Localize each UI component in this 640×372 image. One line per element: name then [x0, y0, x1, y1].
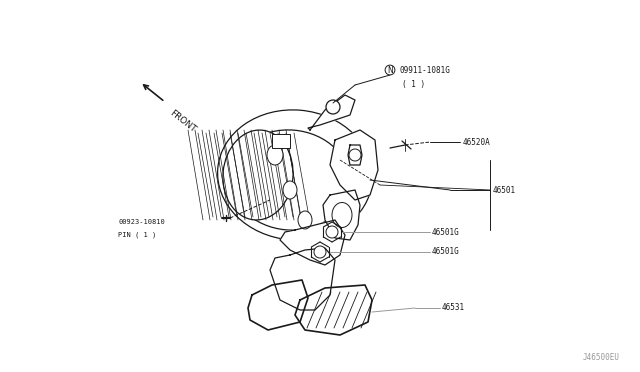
Text: J46500EU: J46500EU: [583, 353, 620, 362]
Text: 09911-1081G: 09911-1081G: [400, 65, 451, 74]
Text: 46501: 46501: [493, 186, 516, 195]
Polygon shape: [348, 145, 362, 165]
Text: 46501G: 46501G: [432, 228, 460, 237]
Polygon shape: [330, 130, 378, 200]
Polygon shape: [308, 95, 355, 130]
Ellipse shape: [298, 211, 312, 229]
Text: ( 1 ): ( 1 ): [402, 80, 425, 89]
Circle shape: [326, 100, 340, 114]
Ellipse shape: [267, 145, 283, 165]
Text: 46520A: 46520A: [463, 138, 491, 147]
Polygon shape: [295, 285, 372, 335]
Polygon shape: [270, 248, 335, 310]
FancyBboxPatch shape: [272, 134, 290, 148]
Circle shape: [314, 246, 326, 258]
Polygon shape: [248, 280, 308, 330]
Ellipse shape: [283, 181, 297, 199]
Circle shape: [349, 149, 361, 161]
Polygon shape: [280, 220, 345, 265]
Text: 46501G: 46501G: [432, 247, 460, 257]
Circle shape: [326, 226, 338, 238]
Text: 46531: 46531: [442, 304, 465, 312]
Ellipse shape: [223, 130, 293, 220]
Text: FRONT: FRONT: [168, 108, 198, 134]
Text: PIN ( 1 ): PIN ( 1 ): [118, 232, 156, 238]
Ellipse shape: [218, 110, 372, 240]
Text: N: N: [387, 65, 393, 74]
Text: 00923-10810: 00923-10810: [118, 219, 164, 225]
Polygon shape: [323, 190, 360, 240]
